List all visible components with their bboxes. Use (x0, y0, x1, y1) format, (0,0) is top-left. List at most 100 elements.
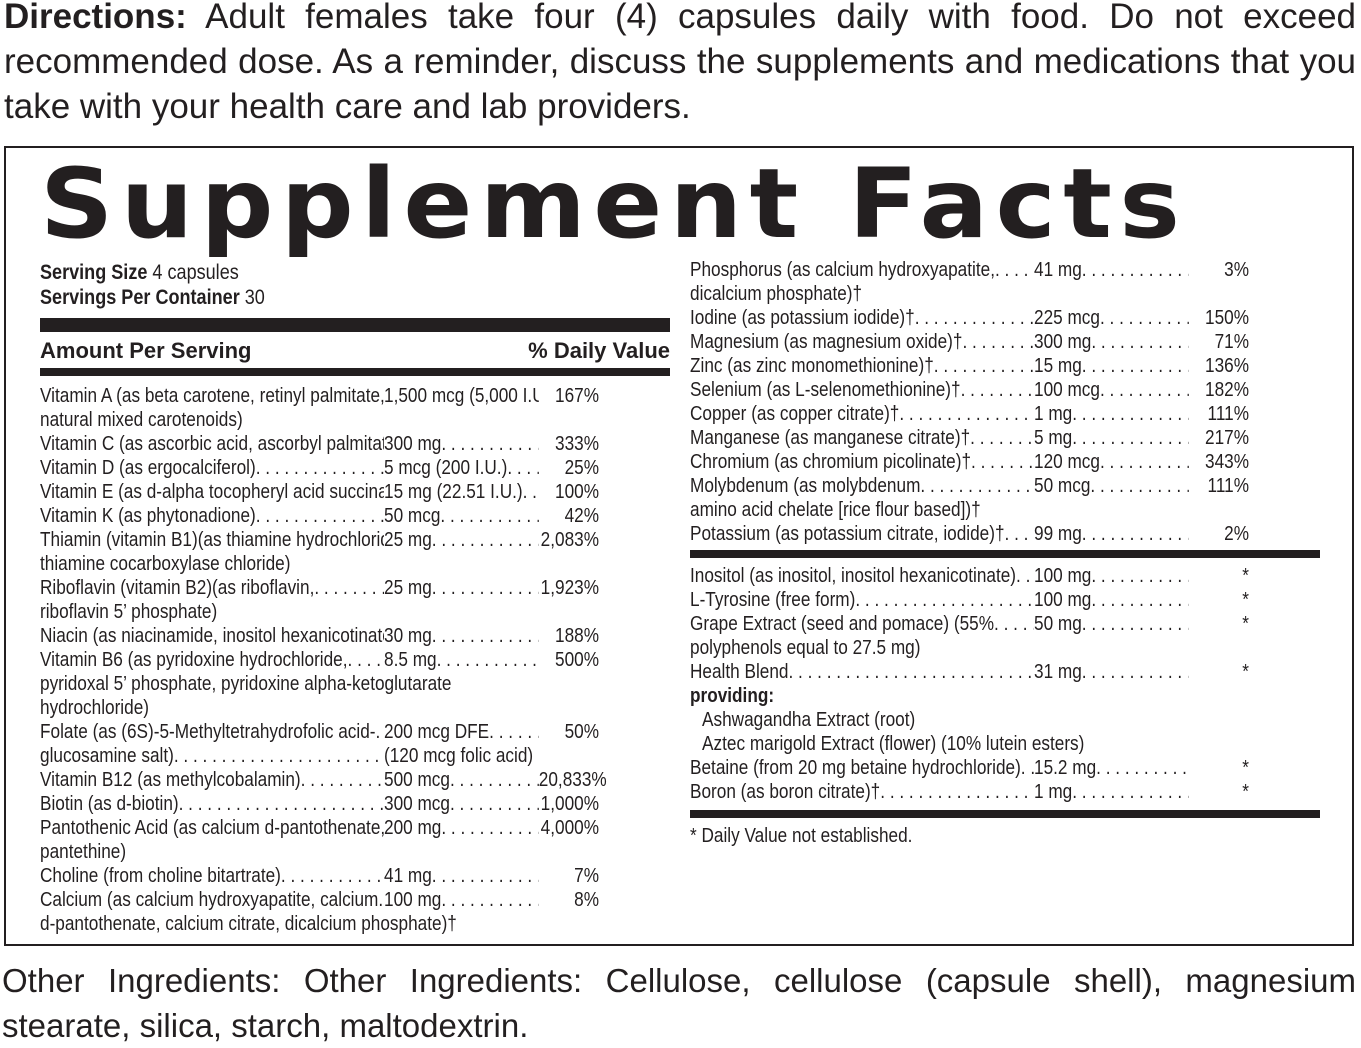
nutrient-row: Health Blend 31 mg * (690, 660, 1320, 684)
nutrient-row: Phosphorus (as calcium hydroxyapatite, 41… (690, 258, 1320, 282)
nutrient-row: Niacin (as niacinamide, inositol hexanic… (40, 624, 670, 648)
nutrient-daily-value: * (1242, 613, 1249, 635)
nutrient-daily-value (539, 744, 599, 768)
table-header: Amount Per Serving % Daily Value (40, 338, 670, 364)
nutrient-amount: 99 mg (1034, 523, 1082, 545)
nutrient-daily-value: 111% (1207, 475, 1249, 497)
nutrient-daily-value: 3% (1224, 259, 1249, 281)
nutrient-amount: 200 mg (384, 817, 442, 839)
supplement-facts-panel: Supplement Facts Serving Size 4 capsules… (4, 146, 1354, 946)
nutrient-row: Magnesium (as magnesium oxide)† 300 mg 71% (690, 330, 1320, 354)
nutrient-daily-value: 71% (1214, 331, 1249, 353)
nutrient-name-continued: natural mixed carotenoids) (40, 409, 243, 431)
nutrient-name: Calcium (as calcium hydroxyapatite, calc… (40, 889, 379, 911)
divider-bar (690, 550, 1320, 558)
nutrient-amount: 120 mcg (1034, 451, 1100, 473)
nutrient-amount: 300 mcg (384, 793, 450, 815)
nutrient-amount: 1 mg (1034, 781, 1073, 803)
nutrient-daily-value: 150% (1205, 307, 1249, 329)
nutrient-name: Folate (as (6S)-5-Methyltetrahydrofolic … (40, 721, 376, 743)
nutrient-row: Grape Extract (seed and pomace) (55% 50 m… (690, 612, 1320, 636)
nutrient-row: Thiamin (vitamin B1)(as thiamine hydroch… (40, 528, 670, 552)
nutrient-daily-value: 333% (555, 433, 599, 455)
nutrient-amount: 25 mg (384, 577, 432, 599)
nutrient-row: Zinc (as zinc monomethionine)† 15 mg 136% (690, 354, 1320, 378)
nutrient-row: Molybdenum (as molybdenum 50 mcg 111% (690, 474, 1320, 498)
servings-per-container: Servings Per Container 30 (40, 285, 670, 310)
right-column: Phosphorus (as calcium hydroxyapatite, 41… (690, 258, 1320, 848)
nutrient-row: Iodine (as potassium iodide)† 225 mcg 150% (690, 306, 1320, 330)
nutrient-amount: 15 mg (22.51 I.U.) (384, 481, 523, 503)
nutrient-name: Vitamin D (as ergocalciferol) (40, 457, 256, 479)
nutrient-amount: 50 mcg (384, 505, 441, 527)
nutrient-amount: 30 mg (384, 625, 432, 647)
nutrient-row: Choline (from choline bitartrate) 41 mg 7% (40, 864, 670, 888)
nutrient-amount: 100 mg (1034, 565, 1092, 587)
nutrient-row: Pantothenic Acid (as calcium d-pantothen… (40, 816, 670, 840)
providing-item: Ashwagandha Extract (root) (702, 709, 916, 731)
nutrient-daily-value: * (1242, 589, 1249, 611)
nutrient-amount: 15 mg (1034, 355, 1082, 377)
nutrient-daily-value: 2,083% (540, 529, 599, 551)
nutrient-daily-value: 217% (1205, 427, 1249, 449)
divider-bar (40, 368, 670, 376)
nutrient-daily-value: 136% (1205, 355, 1249, 377)
nutrient-row: Riboflavin (vitamin B2)(as riboflavin, 25… (40, 576, 670, 600)
nutrient-amount: 1 mg (1034, 403, 1073, 425)
nutrient-daily-value: 100% (555, 481, 599, 503)
nutrient-name: Molybdenum (as molybdenum (690, 475, 921, 497)
nutrient-daily-value: 1,000% (540, 793, 599, 815)
nutrient-row: glucosamine salt) (120 mcg folic acid) (40, 744, 670, 768)
nutrient-row: L-Tyrosine (free form) 100 mg * (690, 588, 1320, 612)
nutrient-daily-value: 2% (1224, 523, 1249, 545)
providing-item: Aztec marigold Extract (flower) (10% lut… (702, 733, 1085, 755)
nutrient-daily-value: 188% (555, 625, 599, 647)
nutrient-name-continued: amino acid chelate [rice flour based])† (690, 499, 981, 521)
dv-header: % Daily Value (528, 338, 670, 363)
servings-label: Servings Per Container (40, 286, 240, 309)
left-column: Serving Size 4 capsules Servings Per Con… (40, 260, 670, 936)
nutrient-daily-value: 1,923% (540, 577, 599, 599)
nutrient-amount: 300 mg (384, 433, 442, 455)
nutrient-name-continued: riboflavin 5’ phosphate) (40, 601, 218, 623)
nutrient-amount: 1,500 mcg (5,000 I.U.) (384, 385, 539, 407)
nutrient-name: Phosphorus (as calcium hydroxyapatite, (690, 259, 995, 281)
nutrient-name-continued: pantethine) (40, 841, 127, 863)
nutrient-amount: 100 mg (1034, 589, 1092, 611)
nutrient-row: Vitamin K (as phytonadione) 50 mcg 42% (40, 504, 670, 528)
nutrient-name: Boron (as boron citrate)† (690, 781, 881, 803)
nutrient-amount: 31 mg (1034, 661, 1082, 683)
nutrient-amount: 41 mg (384, 865, 432, 887)
nutrient-list-left: Vitamin A (as beta carotene, retinyl pal… (40, 384, 670, 936)
nutrient-name-continued: dicalcium phosphate)† (690, 283, 863, 305)
serving-size-label: Serving Size (40, 261, 148, 284)
nutrient-row: Betaine (from 20 mg betaine hydrochlorid… (690, 756, 1320, 780)
nutrient-amount: 50 mg (1034, 613, 1082, 635)
nutrient-name: Thiamin (vitamin B1)(as thiamine hydroch… (40, 529, 384, 551)
nutrient-row: Vitamin B12 (as methylcobalamin) 500 mcg 2… (40, 768, 670, 792)
nutrient-name: Vitamin E (as d-alpha tocopheryl acid su… (40, 481, 384, 503)
nutrient-daily-value: 42% (564, 505, 599, 527)
nutrient-name-continued: d-pantothenate, calcium citrate, dicalci… (40, 913, 457, 935)
nutrient-name-continued: pyridoxal 5’ phosphate, pyridoxine alpha… (40, 673, 452, 695)
nutrient-amount: 5 mcg (200 I.U.) (384, 457, 508, 479)
nutrient-daily-value: * (1242, 757, 1249, 779)
nutrient-name: Magnesium (as magnesium oxide)† (690, 331, 963, 353)
nutrient-row: Vitamin B6 (as pyridoxine hydrochloride,… (40, 648, 670, 672)
nutrient-name: Vitamin B6 (as pyridoxine hydrochloride, (40, 649, 348, 671)
nutrient-name: Copper (as copper citrate)† (690, 403, 900, 425)
nutrient-name-continued: thiamine cocarboxylase chloride) (40, 553, 291, 575)
nutrient-daily-value: 7% (574, 865, 599, 887)
nutrient-name: Niacin (as niacinamide, inositol hexanic… (40, 625, 384, 647)
nutrient-name-continued: hydrochloride) (40, 697, 149, 719)
nutrient-amount: 225 mcg (1034, 307, 1100, 329)
nutrient-name: L-Tyrosine (free form) (690, 589, 856, 611)
nutrient-name: Grape Extract (seed and pomace) (55% (690, 613, 995, 635)
nutrient-daily-value: 8% (574, 889, 599, 911)
nutrient-name: Riboflavin (vitamin B2)(as riboflavin, (40, 577, 315, 599)
nutrient-daily-value: * (1242, 781, 1249, 803)
nutrient-name: Potassium (as potassium citrate, iodide)… (690, 523, 1005, 545)
nutrient-daily-value: 167% (555, 385, 599, 407)
nutrient-daily-value: 343% (1205, 451, 1249, 473)
nutrient-amount: (120 mcg folic acid) (384, 745, 534, 767)
